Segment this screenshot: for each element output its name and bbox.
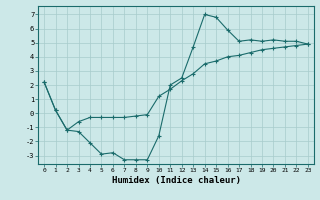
X-axis label: Humidex (Indice chaleur): Humidex (Indice chaleur) [111,176,241,185]
